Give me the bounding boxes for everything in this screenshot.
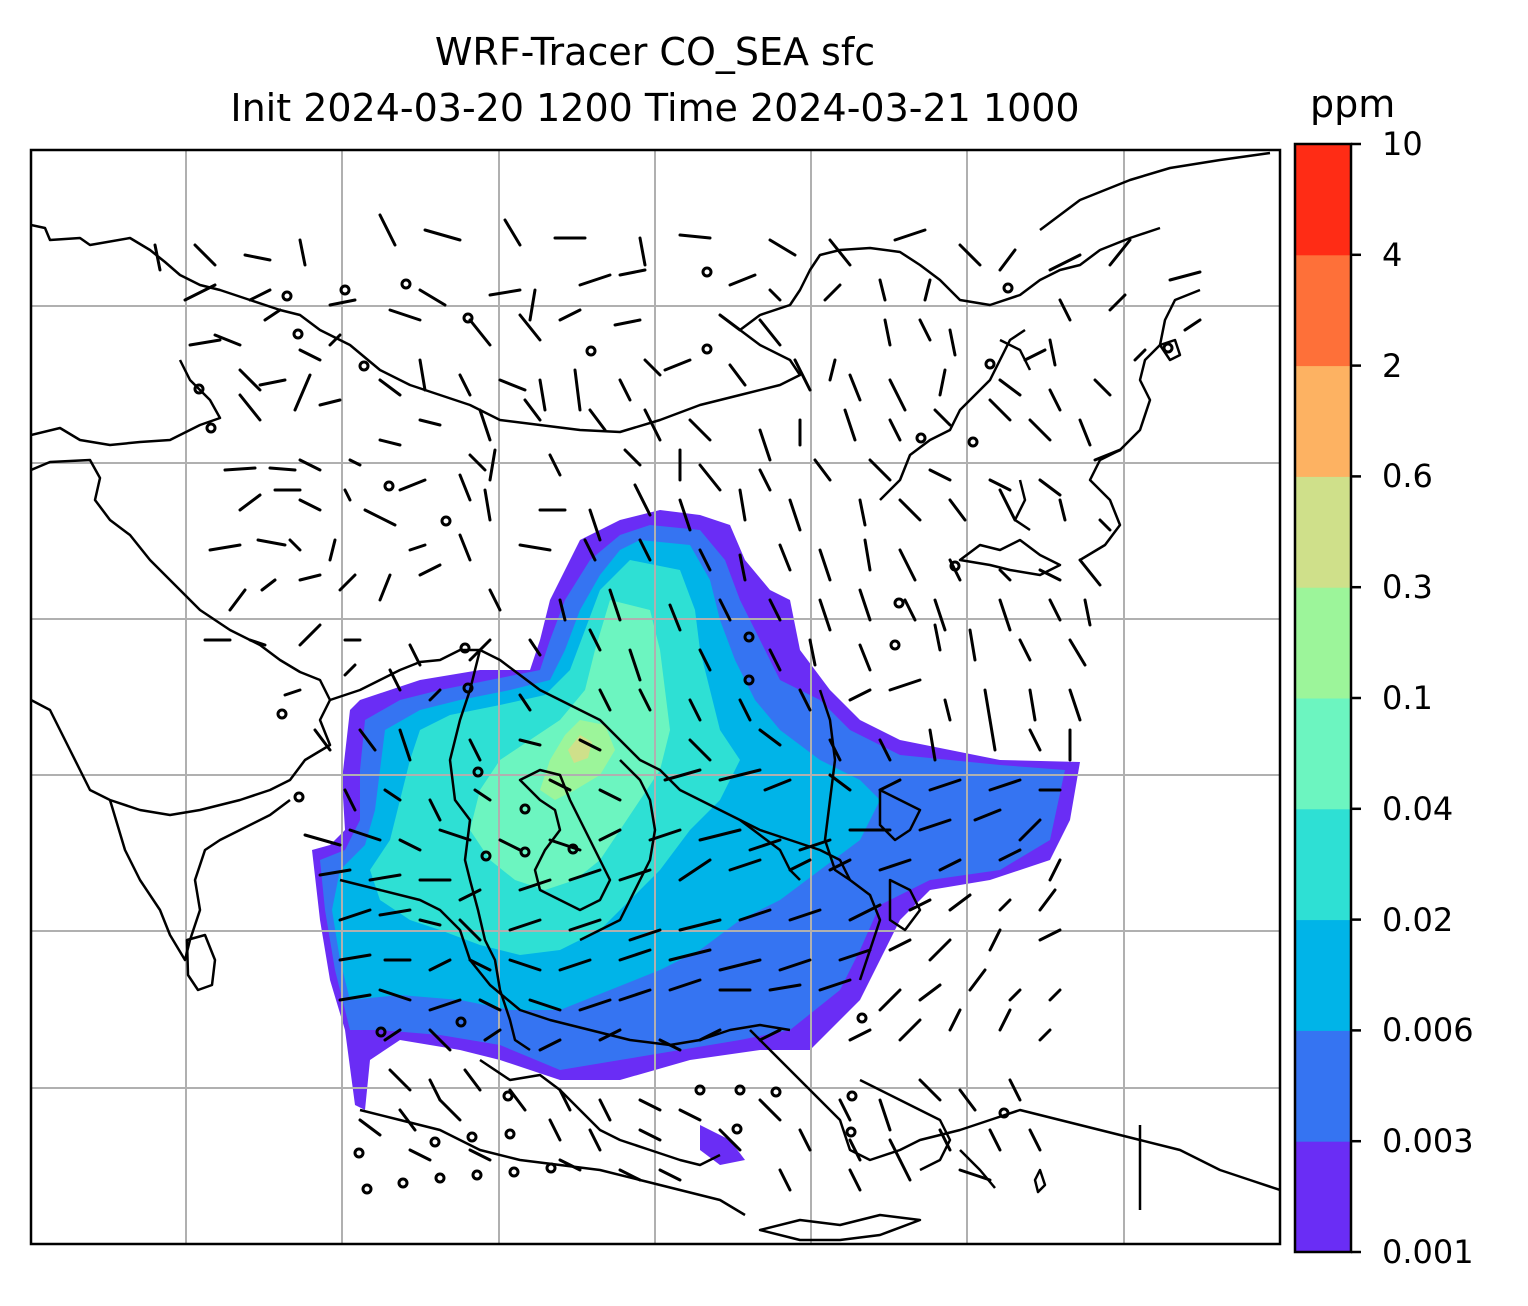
- map-gridlines: [31, 150, 1280, 1244]
- colorbar-segment: [1295, 476, 1351, 588]
- colorbar: [1293, 142, 1361, 1254]
- colorbar-tick-label: 0.003: [1382, 1122, 1474, 1161]
- colorbar-tick-label: 0.02: [1382, 900, 1454, 939]
- colorbar-tick-label: 0.6: [1382, 457, 1433, 496]
- colorbar-tick-label: 0.006: [1382, 1011, 1474, 1050]
- colorbar-tick-label: 2: [1382, 346, 1403, 385]
- colorbar-tick-label: 0.1: [1382, 679, 1433, 717]
- colorbar-segment: [1295, 365, 1351, 477]
- colorbar-tick-label: 10: [1382, 125, 1423, 163]
- wind-barbs: [153, 213, 1202, 1192]
- colorbar-units-label: ppm: [1310, 82, 1396, 126]
- colorbar-tick-label: 0.3: [1382, 568, 1433, 607]
- calm-wind-markers: [193, 266, 1174, 1195]
- colorbar-segment: [1295, 698, 1351, 810]
- map-title-line2: Init 2024-03-20 1200 Time 2024-03-21 100…: [230, 86, 1080, 130]
- colorbar-segment: [1295, 587, 1351, 699]
- colorbar-tick-label: 0.04: [1382, 789, 1454, 828]
- colorbar-tick-label: 0.001: [1382, 1233, 1474, 1271]
- colorbar-segment: [1295, 254, 1351, 367]
- colorbar-segment: [1295, 1141, 1351, 1253]
- colorbar-segment: [1295, 1030, 1351, 1142]
- colorbar-tick-label: 4: [1382, 235, 1403, 274]
- colorbar-segment: [1295, 808, 1351, 921]
- map-title-line1: WRF-Tracer CO_SEA sfc: [434, 30, 876, 74]
- map-frame: [29, 148, 1282, 1246]
- colorbar-segment: [1295, 144, 1351, 256]
- tracer-plume: [312, 510, 1080, 1165]
- plume-spot-south: [700, 1125, 745, 1165]
- colorbar-segment: [1295, 919, 1351, 1031]
